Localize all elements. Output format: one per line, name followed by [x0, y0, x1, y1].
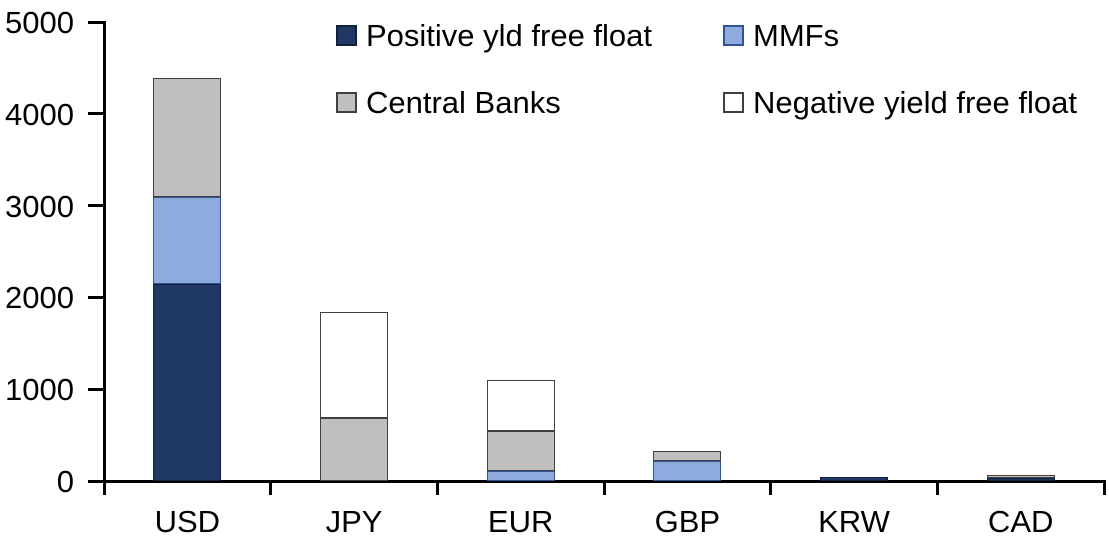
y-axis-tick-label: 5000 [5, 5, 74, 40]
x-axis-category-label: USD [154, 504, 221, 539]
y-axis-tick-label: 1000 [5, 372, 74, 408]
y-axis-tick [88, 295, 104, 299]
y-axis-tick [88, 204, 104, 208]
y-axis-tick [88, 20, 104, 24]
bar-segment-positive-yld-free-float [153, 283, 222, 481]
bar-segment-mmfs [653, 460, 722, 481]
x-axis-tick [435, 481, 439, 495]
legend-item-central-banks: Central Banks [336, 87, 561, 118]
legend-swatch [336, 91, 357, 113]
y-axis-tick [88, 112, 104, 116]
y-axis-tick-label: 4000 [5, 96, 74, 132]
legend-label: Negative yield free float [753, 84, 1077, 120]
bar-segment-positive-yld-free-float [820, 476, 888, 481]
legend-label: MMFs [753, 17, 840, 53]
x-axis-category-label: KRW [818, 504, 890, 539]
legend-swatch [723, 24, 744, 46]
x-axis-tick [269, 481, 273, 495]
y-axis-tick-label: 3000 [5, 188, 74, 224]
bar-segment-positive-yld-free-float [986, 478, 1055, 481]
y-axis-tick-label: 0 [56, 464, 74, 499]
bar-segment-central-banks [486, 431, 555, 471]
y-axis-line [103, 21, 106, 483]
bar-segment-central-banks [653, 450, 722, 461]
x-axis-category-label: GBP [654, 504, 721, 539]
y-axis-tick-label: 2000 [5, 280, 74, 316]
x-axis-category-label: CAD [987, 504, 1054, 539]
bar-segment-negative-yield-free-float [486, 380, 555, 432]
legend-item-negative-yield-free-float: Negative yield free float [723, 87, 1077, 118]
x-axis-category-label: JPY [325, 504, 383, 539]
x-axis-tick [1102, 481, 1106, 495]
legend-swatch [336, 24, 357, 46]
legend-item-mmfs: MMFs [723, 20, 839, 51]
x-axis-line [90, 480, 1106, 483]
x-axis-tick [935, 481, 939, 495]
bar-segment-mmfs [153, 197, 222, 284]
y-axis-tick [88, 387, 104, 391]
legend-label: Central Banks [366, 84, 561, 120]
legend-swatch [723, 91, 744, 113]
bar-segment-central-banks [153, 77, 222, 198]
bar-segment-negative-yield-free-float [320, 312, 388, 418]
x-axis-tick [102, 481, 106, 495]
bar-segment-mmfs [486, 470, 555, 481]
legend-label: Positive yld free float [366, 17, 653, 53]
bar-segment-central-banks [320, 417, 388, 481]
y-axis-tick [88, 479, 104, 483]
legend-item-positive-yld-free-float: Positive yld free float [336, 20, 652, 51]
x-axis-tick [769, 481, 773, 495]
x-axis-category-label: EUR [487, 504, 554, 539]
bar-segment-central-banks [986, 475, 1055, 479]
x-axis-tick [602, 481, 606, 495]
